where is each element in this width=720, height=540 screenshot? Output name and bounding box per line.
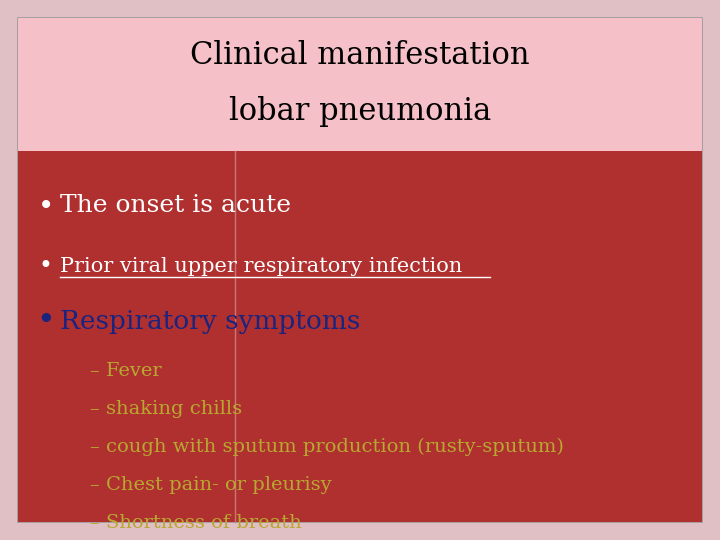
Text: – Fever: – Fever (90, 362, 161, 380)
Bar (18, 18, 702, 151)
Text: Clinical manifestation: Clinical manifestation (190, 40, 530, 71)
Text: – shaking chills: – shaking chills (90, 400, 242, 418)
Text: •: • (38, 254, 52, 278)
Text: – Chest pain- or pleurisy: – Chest pain- or pleurisy (90, 476, 332, 494)
Bar (18, 151, 702, 522)
Text: – cough with sputum production (rusty-sputum): – cough with sputum production (rusty-sp… (90, 438, 564, 456)
Text: The onset is acute: The onset is acute (60, 194, 291, 218)
Text: lobar pneumonia: lobar pneumonia (229, 96, 491, 126)
Text: – Shortness of breath: – Shortness of breath (90, 514, 302, 532)
Text: Prior viral upper respiratory infection: Prior viral upper respiratory infection (60, 256, 462, 275)
Text: •: • (36, 306, 55, 336)
Text: Respiratory symptoms: Respiratory symptoms (60, 308, 361, 334)
Text: •: • (38, 192, 54, 220)
